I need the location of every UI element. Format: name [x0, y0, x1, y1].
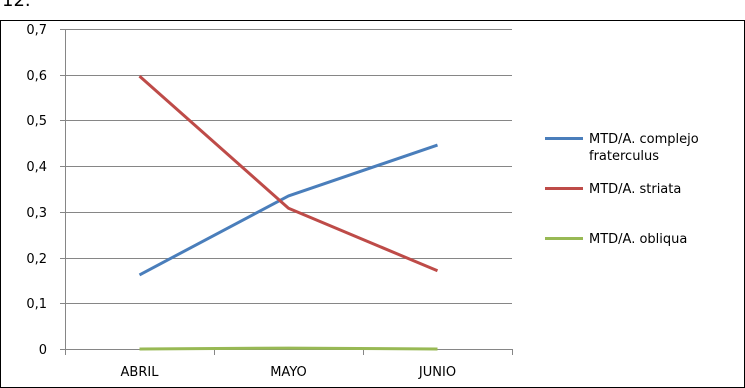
grid-lines [65, 29, 512, 304]
y-tick-label: 0,1 [26, 297, 47, 312]
y-tick-label: 0,7 [26, 23, 47, 38]
y-tick-label: 0,2 [26, 252, 47, 267]
y-tick-label: 0,4 [26, 160, 47, 175]
x-tick-labels: ABRIL MAYO JUNIO [121, 365, 457, 380]
series-lines [138, 74, 439, 351]
axes [60, 29, 513, 355]
x-tick-label: JUNIO [418, 365, 456, 380]
series-line-1 [138, 143, 438, 277]
x-tick-label: MAYO [270, 365, 307, 380]
series-line-2 [138, 74, 439, 273]
y-tick-label: 0,6 [26, 69, 47, 84]
y-tick-label: 0,5 [26, 114, 47, 129]
legend-label-1: MTD/A. complejo fraterculus [589, 132, 699, 164]
y-tick-labels: 0 0,1 0,2 0,3 0,4 0,5 0,6 0,7 [26, 23, 47, 358]
series-line-3 [139, 346, 438, 351]
legend-label-2: MTD/A. striata [589, 182, 681, 197]
legend-label-3: MTD/A. obliqua [589, 232, 687, 247]
cropped-figure-label: 12. [2, 0, 31, 11]
y-tick-label: 0,3 [26, 206, 47, 221]
x-tick-label: ABRIL [121, 365, 160, 380]
legend: MTD/A. complejo fraterculus MTD/A. striata… [545, 132, 699, 247]
y-tick-label: 0 [39, 343, 47, 358]
